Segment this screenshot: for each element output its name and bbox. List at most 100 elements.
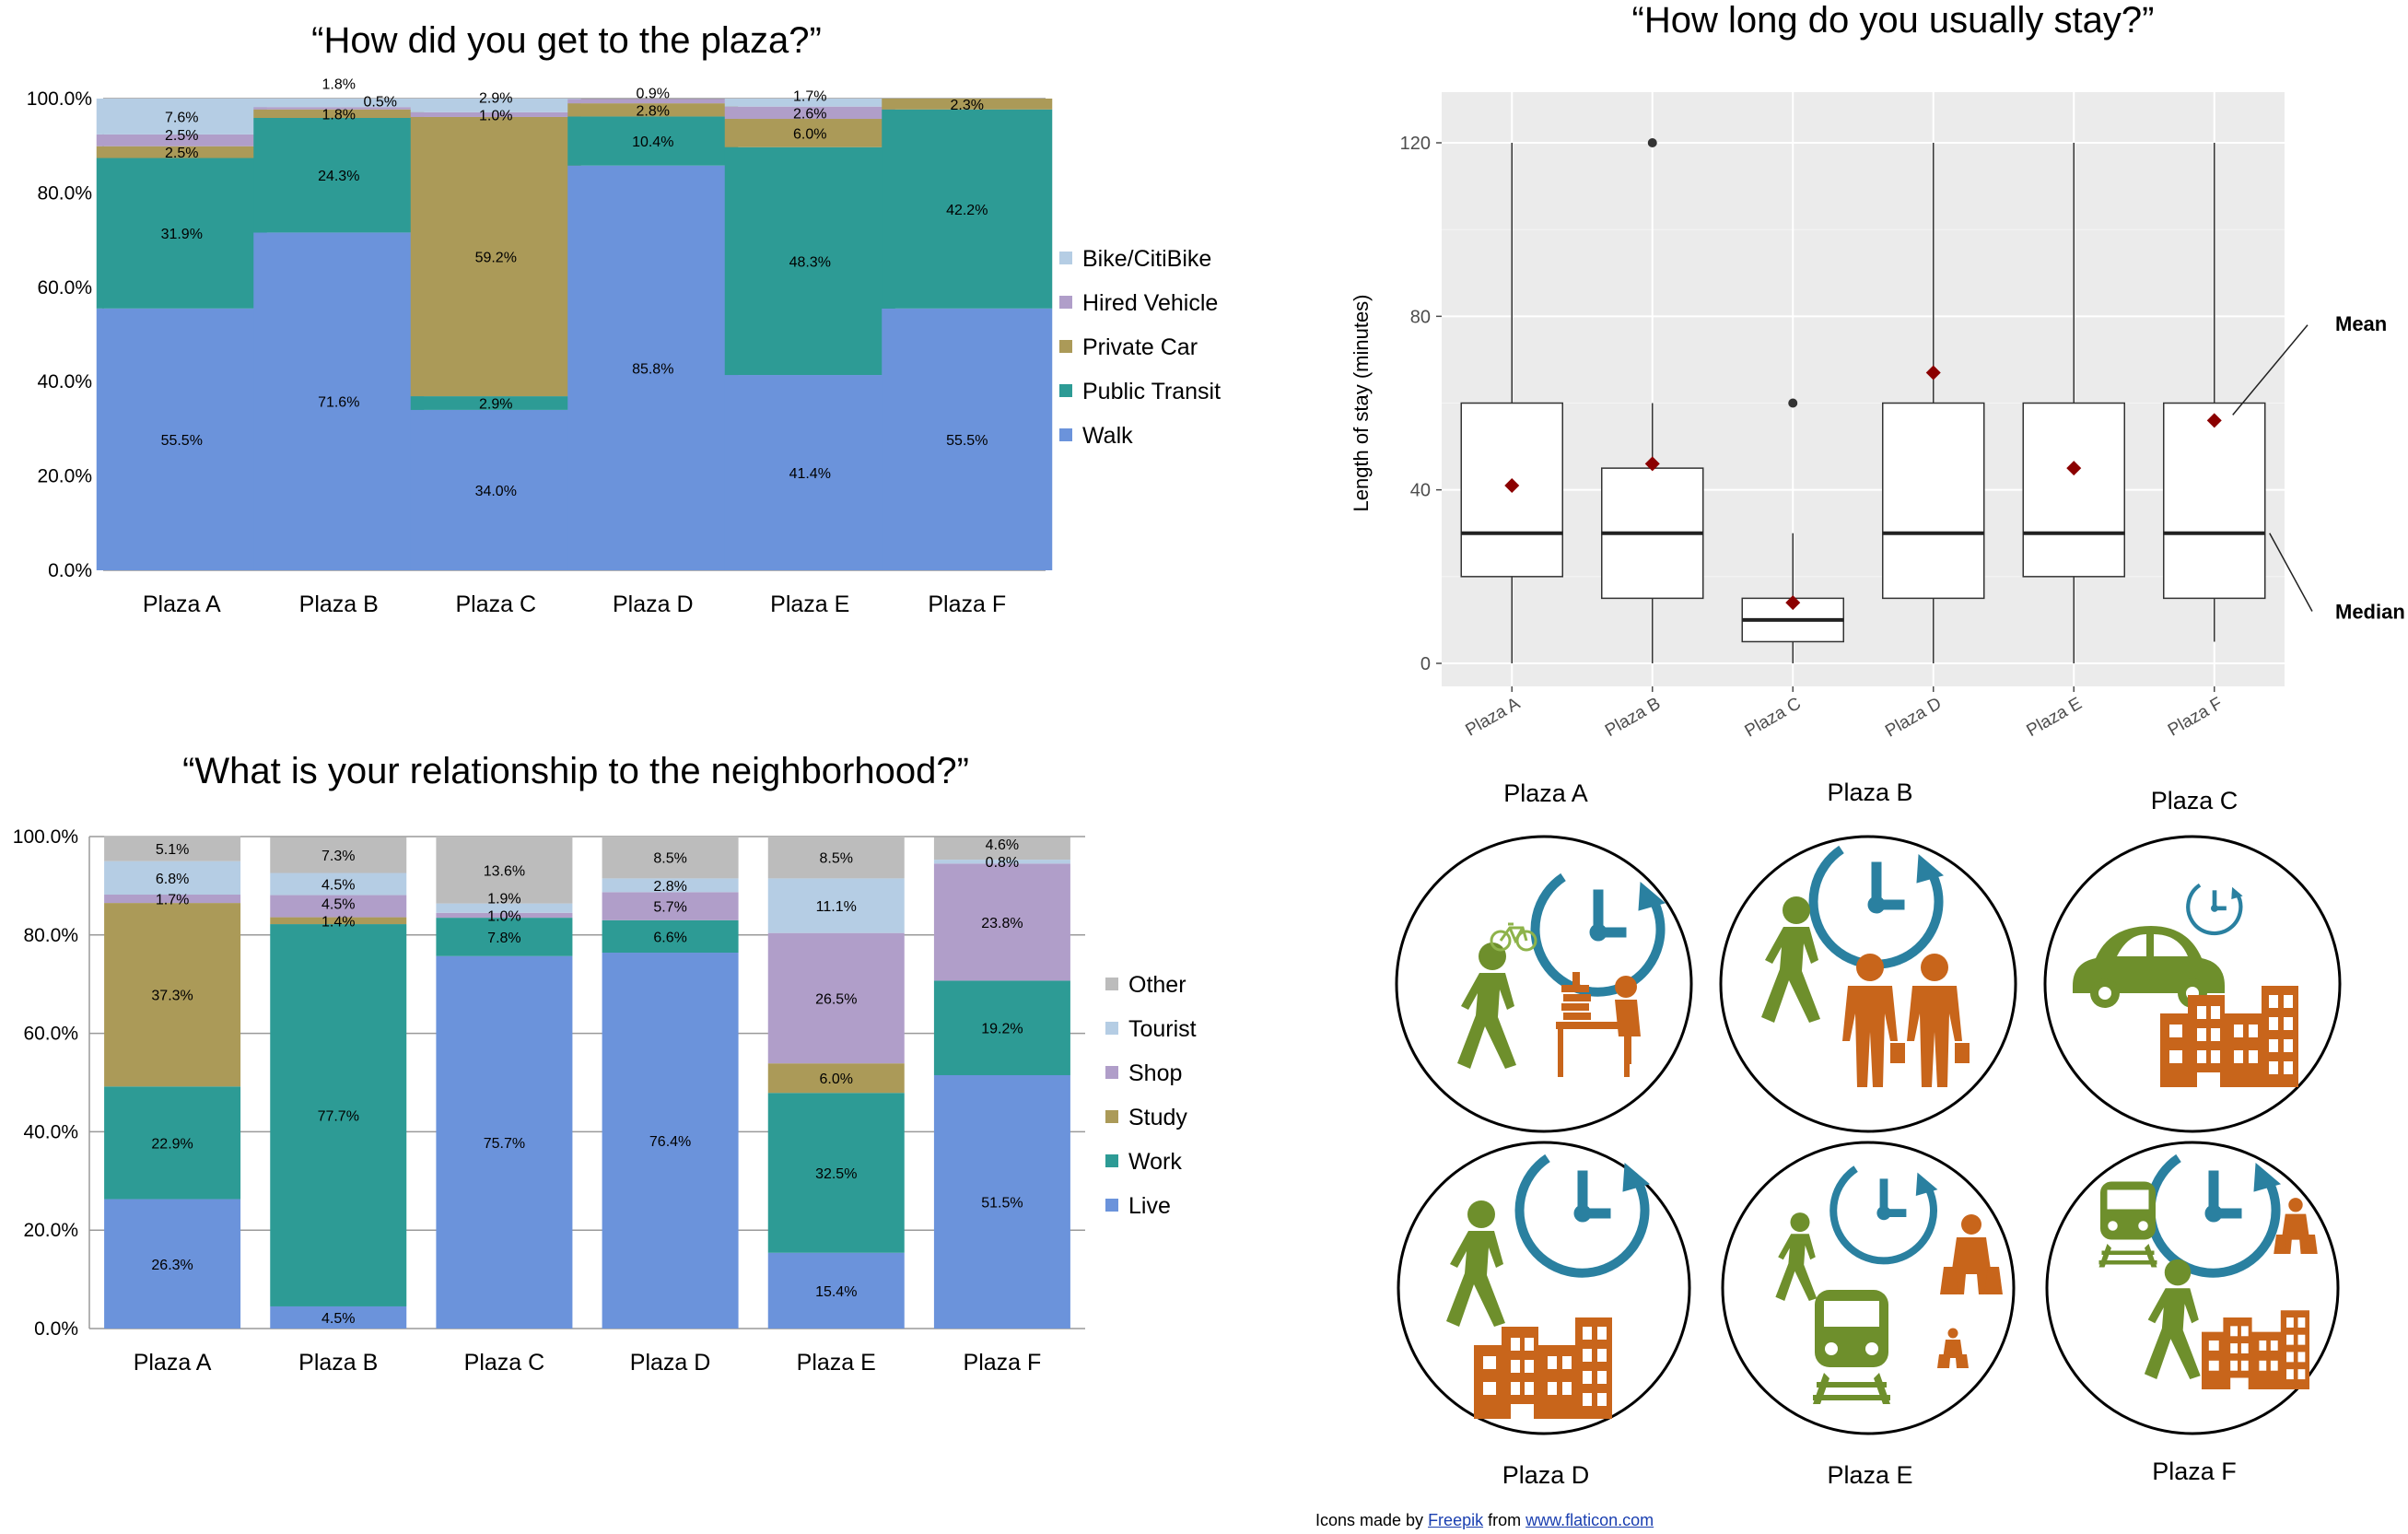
bar-segment	[253, 117, 425, 233]
data-label: 2.8%	[653, 879, 686, 895]
x-tick-label: Plaza D	[630, 1350, 711, 1376]
y-tick-label: 0.0%	[34, 1318, 78, 1340]
data-label: 51.5%	[981, 1195, 1023, 1211]
data-label: 1.8%	[322, 107, 356, 123]
bar-segment	[410, 409, 581, 570]
bar-segment	[724, 99, 895, 107]
data-label: 15.4%	[815, 1284, 857, 1300]
mean-marker	[1504, 477, 1520, 493]
bar-segment	[96, 158, 267, 309]
legend-swatch	[1059, 384, 1072, 397]
y-tick-label: 80.0%	[23, 925, 78, 946]
bar-segment	[96, 99, 267, 135]
bar-segment	[602, 878, 739, 893]
flaticon-link[interactable]: www.flaticon.com	[1525, 1511, 1654, 1529]
data-label: 2.9%	[479, 90, 512, 106]
bar-segment	[270, 917, 407, 925]
bar-segment	[96, 308, 267, 570]
legend-label: Work	[1128, 1149, 1182, 1175]
plaza-e-name: Plaza E	[1827, 1461, 1913, 1489]
y-tick-label: 60.0%	[23, 1024, 78, 1045]
bar-segment	[436, 918, 573, 956]
legend-label: Tourist	[1128, 1016, 1197, 1042]
y-tick-label: 40.0%	[37, 371, 92, 392]
data-label: 2.6%	[793, 106, 826, 122]
plaza-b-circle	[1719, 835, 2017, 1133]
data-label: 34.0%	[475, 484, 517, 499]
bar-segment	[767, 837, 905, 879]
bar-segment	[270, 837, 407, 873]
x-tick-label: Plaza F	[928, 591, 1006, 617]
bar-segment	[104, 861, 241, 896]
data-label: 0.8%	[986, 855, 1019, 871]
clock-icon	[1814, 849, 1943, 965]
plaza-d-name: Plaza D	[1502, 1461, 1590, 1489]
legend-swatch	[1059, 428, 1072, 441]
data-label: 2.5%	[165, 128, 198, 144]
box	[2163, 402, 2266, 600]
icon-credit: Icons made by Freepik from www.flaticon.…	[1315, 1511, 1654, 1530]
bar-segment	[602, 953, 739, 1329]
data-label: 2.3%	[951, 98, 984, 113]
x-tick-label: Plaza C	[455, 591, 536, 617]
x-tick-label: Plaza B	[1602, 694, 1664, 741]
x-tick-label: Plaza A	[134, 1350, 212, 1376]
data-label: 19.2%	[981, 1022, 1023, 1037]
data-label: 2.5%	[165, 146, 198, 161]
y-tick-label: 100.0%	[27, 88, 92, 110]
x-tick-label: Plaza B	[299, 591, 379, 617]
mean-marker	[2206, 413, 2222, 428]
data-label: 76.4%	[649, 1134, 691, 1150]
mean-marker	[2066, 461, 2082, 476]
bar-segment	[436, 955, 573, 1329]
relationship-chart: 0.0% 20.0% 40.0% 60.0% 80.0% 100.0% Plaza A Pla…	[13, 826, 1197, 1376]
x-tick-label: Plaza D	[1882, 694, 1945, 741]
freepik-link[interactable]: Freepik	[1428, 1511, 1484, 1529]
data-label: 6.8%	[156, 872, 189, 887]
bar-segment	[767, 1093, 905, 1253]
data-label: 6.6%	[653, 930, 686, 945]
legend-label: Hired Vehicle	[1082, 290, 1218, 316]
data-label: 1.7%	[793, 88, 826, 104]
x-tick-label: Plaza B	[298, 1350, 378, 1376]
legend-label: Other	[1128, 972, 1186, 998]
box	[2022, 402, 2125, 578]
data-label: 6.0%	[793, 126, 826, 142]
bar-segment	[567, 116, 739, 166]
outlier-point	[1788, 398, 1798, 408]
plaza-icon-grid	[1395, 835, 2342, 1435]
plaza-b-name: Plaza B	[1827, 779, 1913, 806]
bar-segment	[253, 232, 425, 570]
legend-label: Study	[1128, 1105, 1187, 1130]
median-annotation: Median	[2335, 601, 2405, 624]
y-tick-label: 20.0%	[23, 1220, 78, 1241]
data-label: 11.1%	[816, 899, 857, 915]
bar-segment	[410, 116, 581, 397]
data-label: 1.0%	[487, 908, 520, 924]
walking-person-icon	[1775, 1212, 1818, 1301]
x-tick-label: Plaza A	[1462, 694, 1524, 741]
y-tick-label: 40	[1410, 481, 1431, 501]
x-tick-label: Plaza D	[613, 591, 694, 617]
box	[1460, 402, 1563, 578]
bar-segment	[436, 903, 573, 913]
x-tick-label: Plaza C	[1742, 694, 1805, 741]
data-label: 48.3%	[789, 254, 831, 270]
bar-segment	[270, 872, 407, 896]
data-label: 7.6%	[165, 110, 198, 125]
arrival-mode-chart: 0.0% 20.0% 40.0% 60.0% 80.0% 100.0% Plaza A Pla…	[27, 77, 1221, 617]
y-tick-label: 120	[1400, 134, 1431, 154]
data-label: 8.5%	[653, 851, 686, 867]
data-label: 5.1%	[156, 842, 189, 858]
bar-segment	[933, 1074, 1070, 1329]
bar-segment	[96, 146, 267, 158]
mean-marker	[1925, 365, 1941, 381]
bar-segment	[567, 165, 739, 571]
data-label: 2.9%	[479, 396, 512, 412]
bar-segment	[724, 119, 895, 147]
y-tick-label: 60.0%	[37, 277, 92, 299]
legend-label: Walk	[1082, 423, 1133, 449]
length-of-stay-boxplot: 0 40 80 120 Plaza A Plaza B Plaza C Plaza D Plaz…	[1350, 92, 2405, 742]
data-label: 32.5%	[815, 1166, 857, 1182]
plot-panel	[1442, 92, 2285, 686]
